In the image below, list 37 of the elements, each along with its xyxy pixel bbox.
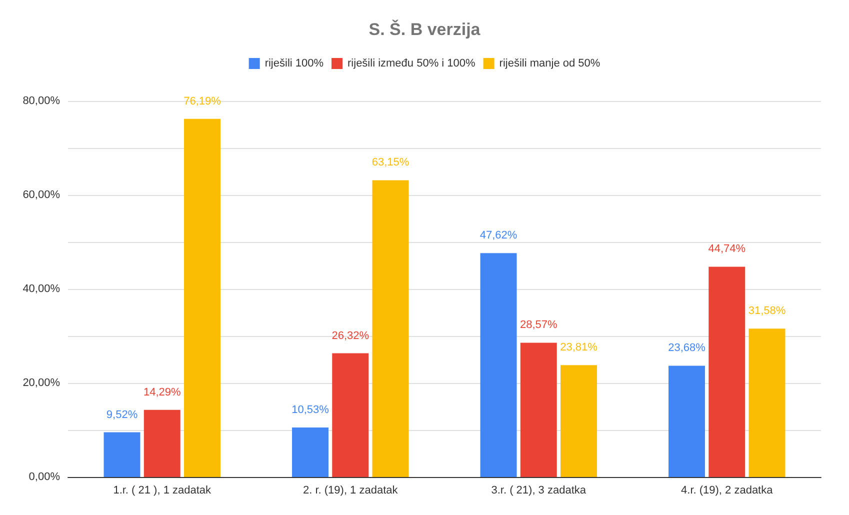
data-label: 26,32% bbox=[332, 330, 370, 342]
legend-label: riješili manje od 50% bbox=[499, 58, 600, 70]
chart-title: S. Š. B verzija bbox=[368, 19, 481, 39]
bar bbox=[748, 328, 786, 477]
bar bbox=[144, 410, 180, 477]
bar bbox=[332, 353, 369, 477]
data-label: 76,19% bbox=[184, 95, 222, 108]
bar bbox=[668, 366, 705, 477]
data-label: 14,29% bbox=[143, 386, 181, 398]
bar bbox=[560, 365, 597, 477]
x-tick-label: 1.r. ( 21 ), 1 zadatak bbox=[113, 484, 212, 496]
x-tick-label: 4.r. (19), 2 zadatka bbox=[681, 484, 774, 496]
x-tick-label: 2. r. (19), 1 zadatak bbox=[302, 484, 398, 496]
data-label: 10,53% bbox=[292, 404, 330, 416]
data-label: 23,68% bbox=[668, 342, 706, 354]
data-label: 23,81% bbox=[560, 342, 598, 354]
bar bbox=[480, 253, 517, 477]
y-tick-label: 80,00% bbox=[22, 95, 60, 107]
legend-label: riješili 100% bbox=[264, 58, 324, 70]
bar bbox=[520, 342, 557, 477]
y-tick-label: 40,00% bbox=[22, 283, 60, 295]
data-label: 9,52% bbox=[106, 408, 138, 421]
y-tick-label: 60,00% bbox=[22, 189, 60, 201]
y-tick-label: 0,00% bbox=[28, 471, 60, 483]
bar bbox=[708, 266, 746, 477]
data-label: 31,58% bbox=[748, 305, 786, 318]
y-tick-label: 20,00% bbox=[22, 377, 60, 389]
data-label: 63,15% bbox=[372, 156, 410, 169]
legend-label: riješili između 50% i 100% bbox=[348, 58, 476, 70]
data-label: 28,57% bbox=[520, 319, 558, 332]
data-label: 44,74% bbox=[708, 243, 746, 256]
bar bbox=[104, 432, 140, 477]
x-tick-label: 3.r. ( 21), 3 zadatka bbox=[491, 484, 587, 496]
data-label: 47,62% bbox=[480, 230, 518, 242]
bar bbox=[372, 180, 409, 477]
bar bbox=[292, 428, 328, 477]
bar bbox=[184, 118, 220, 477]
